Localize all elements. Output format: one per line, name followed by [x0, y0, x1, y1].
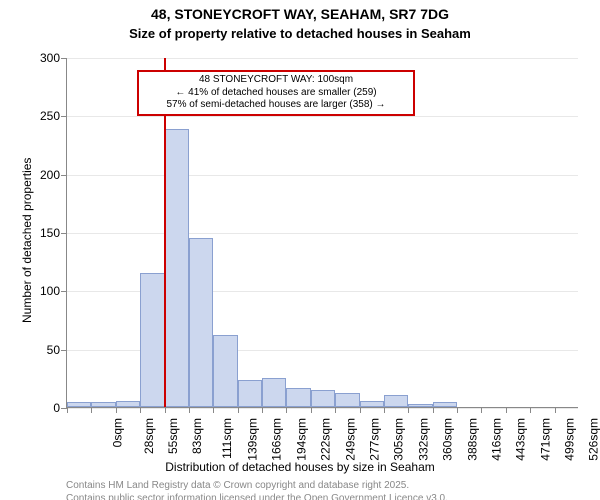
chart-title: 48, STONEYCROFT WAY, SEAHAM, SR7 7DG	[0, 6, 600, 22]
y-tick	[61, 58, 67, 59]
x-tick	[457, 407, 458, 413]
x-tick	[335, 407, 336, 413]
x-tick-label: 83sqm	[190, 418, 204, 454]
x-tick-label: 526sqm	[587, 418, 600, 461]
gridline	[67, 233, 578, 234]
x-tick	[116, 407, 117, 413]
x-tick	[530, 407, 531, 413]
bar	[91, 402, 115, 407]
bar	[238, 380, 262, 407]
y-tick	[61, 116, 67, 117]
x-tick-label: 166sqm	[270, 418, 284, 461]
gridline	[67, 116, 578, 117]
y-tick-label: 100	[24, 284, 60, 298]
x-tick-label: 388sqm	[465, 418, 479, 461]
bar	[165, 129, 189, 407]
x-tick-label: 471sqm	[538, 418, 552, 461]
bar	[286, 388, 310, 407]
x-tick-label: 249sqm	[343, 418, 357, 461]
bar	[360, 401, 384, 407]
x-tick-label: 222sqm	[319, 418, 333, 461]
y-tick	[61, 233, 67, 234]
x-tick-label: 360sqm	[441, 418, 455, 461]
x-tick-label: 139sqm	[246, 418, 260, 461]
x-tick	[67, 407, 68, 413]
annotation-line: ← 41% of detached houses are smaller (25…	[143, 87, 409, 100]
footer-line-2: Contains public sector information licen…	[66, 493, 448, 500]
y-tick-label: 150	[24, 226, 60, 240]
bar	[384, 395, 408, 407]
annotation-line: 57% of semi-detached houses are larger (…	[143, 99, 409, 112]
x-tick	[408, 407, 409, 413]
y-tick-label: 250	[24, 109, 60, 123]
x-tick	[384, 407, 385, 413]
x-tick	[481, 407, 482, 413]
y-tick-label: 300	[24, 51, 60, 65]
x-tick	[360, 407, 361, 413]
bar	[433, 402, 457, 407]
gridline	[67, 175, 578, 176]
bar	[116, 401, 140, 407]
y-tick-label: 200	[24, 168, 60, 182]
plot-area: 48 STONEYCROFT WAY: 100sqm← 41% of detac…	[66, 58, 578, 408]
bar	[140, 273, 164, 407]
bar	[335, 393, 359, 407]
x-tick	[91, 407, 92, 413]
chart-subtitle: Size of property relative to detached ho…	[0, 26, 600, 41]
x-tick	[506, 407, 507, 413]
bar	[67, 402, 91, 407]
x-tick	[189, 407, 190, 413]
x-tick	[262, 407, 263, 413]
y-tick	[61, 350, 67, 351]
x-tick	[555, 407, 556, 413]
x-tick-label: 277sqm	[368, 418, 382, 461]
x-tick-label: 111sqm	[220, 418, 234, 459]
annotation-box: 48 STONEYCROFT WAY: 100sqm← 41% of detac…	[137, 70, 415, 116]
x-tick	[140, 407, 141, 413]
x-tick-label: 443sqm	[514, 418, 528, 461]
x-tick-label: 416sqm	[490, 418, 504, 461]
bar	[408, 404, 432, 408]
x-tick	[433, 407, 434, 413]
x-tick	[286, 407, 287, 413]
bar	[262, 378, 286, 407]
x-tick-label: 194sqm	[295, 418, 309, 461]
bar	[189, 238, 213, 407]
chart-container: 48, STONEYCROFT WAY, SEAHAM, SR7 7DG Siz…	[0, 0, 600, 500]
gridline	[67, 58, 578, 59]
x-tick-label: 55sqm	[166, 418, 180, 454]
x-tick-label: 499sqm	[563, 418, 577, 461]
x-axis-label: Distribution of detached houses by size …	[0, 460, 600, 474]
x-tick-label: 305sqm	[392, 418, 406, 461]
x-tick	[311, 407, 312, 413]
y-tick	[61, 175, 67, 176]
x-tick	[213, 407, 214, 413]
bar	[213, 335, 237, 407]
bar	[311, 390, 335, 408]
y-tick	[61, 291, 67, 292]
x-tick-label: 332sqm	[416, 418, 430, 461]
x-tick	[238, 407, 239, 413]
y-tick-label: 50	[24, 343, 60, 357]
x-tick	[165, 407, 166, 413]
gridline	[67, 408, 578, 409]
x-tick-label: 28sqm	[142, 418, 156, 454]
y-tick-label: 0	[24, 401, 60, 415]
footer-line-1: Contains HM Land Registry data © Crown c…	[66, 480, 409, 491]
x-tick-label: 0sqm	[111, 418, 125, 447]
annotation-header: 48 STONEYCROFT WAY: 100sqm	[143, 74, 409, 87]
